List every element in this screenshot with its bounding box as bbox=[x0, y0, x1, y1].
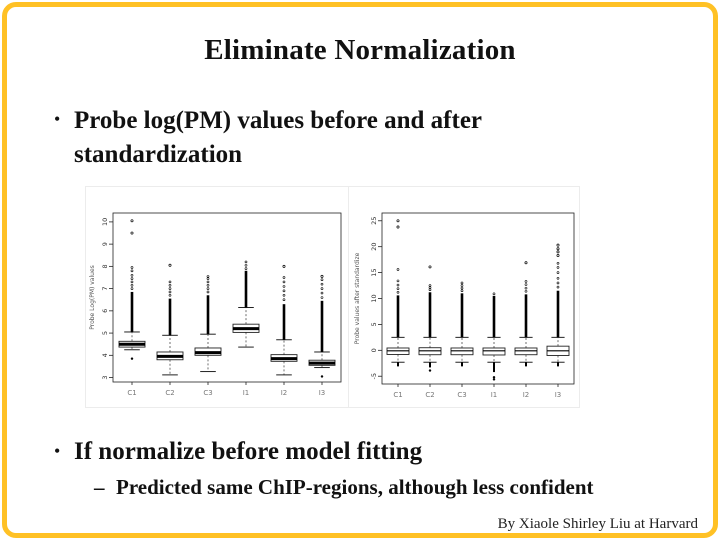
svg-text:I1: I1 bbox=[243, 389, 250, 397]
svg-text:25: 25 bbox=[370, 217, 378, 225]
svg-text:C3: C3 bbox=[457, 391, 466, 399]
svg-text:10: 10 bbox=[101, 218, 109, 226]
svg-text:I3: I3 bbox=[555, 391, 562, 399]
svg-text:C3: C3 bbox=[203, 389, 212, 397]
svg-text:7: 7 bbox=[101, 287, 109, 291]
svg-text:5: 5 bbox=[101, 331, 109, 335]
svg-text:6: 6 bbox=[101, 309, 109, 313]
svg-text:C1: C1 bbox=[127, 389, 136, 397]
bullet-icon: • bbox=[54, 109, 61, 129]
bullet-text-1: Probe log(PM) values before and after st… bbox=[74, 107, 482, 168]
svg-text:15: 15 bbox=[370, 268, 378, 276]
bullet-icon: • bbox=[54, 441, 61, 461]
svg-text:I2: I2 bbox=[523, 391, 530, 399]
svg-text:-5: -5 bbox=[370, 373, 378, 379]
bullet-text-2: If normalize before model fitting bbox=[74, 438, 423, 465]
bullet-item-1: • Probe log(PM) values before and after … bbox=[54, 104, 544, 172]
author-credit: By Xiaole Shirley Liu at Harvard bbox=[497, 516, 698, 532]
sub-bullet-text: Predicted same ChIP-regions, although le… bbox=[116, 475, 594, 499]
svg-text:20: 20 bbox=[370, 243, 378, 251]
svg-text:0: 0 bbox=[370, 348, 378, 352]
boxplot-before-svg: 3 4 5 6 7 8 9 10 Probe Log(PM) values C1 C2 C3 I1 I2 I… bbox=[89, 212, 342, 397]
sub-bullet-item: – Predicted same ChIP-regions, although … bbox=[94, 473, 594, 501]
svg-text:8: 8 bbox=[101, 264, 109, 268]
svg-text:5: 5 bbox=[370, 322, 378, 326]
svg-text:I2: I2 bbox=[281, 389, 288, 397]
svg-text:I3: I3 bbox=[319, 389, 326, 397]
svg-text:C1: C1 bbox=[393, 391, 402, 399]
boxplot-after-svg: -5 0 5 10 15 20 25 Probe values after standardi… bbox=[354, 212, 575, 399]
boxplot-before-standardization: 3 4 5 6 7 8 9 10 Probe Log(PM) values C1 C2 C3 I1 I2 I… bbox=[85, 186, 349, 408]
bullet-item-2: • If normalize before model fitting bbox=[54, 436, 422, 468]
dash-icon: – bbox=[94, 475, 105, 499]
svg-text:10: 10 bbox=[370, 294, 378, 302]
svg-text:C2: C2 bbox=[425, 391, 434, 399]
svg-text:4: 4 bbox=[101, 353, 109, 357]
svg-text:Probe values after standardize: Probe values after standardize bbox=[354, 252, 361, 344]
svg-text:9: 9 bbox=[101, 242, 109, 246]
svg-text:I1: I1 bbox=[491, 391, 498, 399]
svg-text:Probe Log(PM) values: Probe Log(PM) values bbox=[89, 265, 96, 330]
svg-text:C2: C2 bbox=[165, 389, 174, 397]
svg-text:3: 3 bbox=[101, 375, 109, 379]
slide-title: Eliminate Normalization bbox=[204, 34, 516, 66]
boxplot-after-standardization: -5 0 5 10 15 20 25 Probe values after standardi… bbox=[348, 186, 580, 408]
